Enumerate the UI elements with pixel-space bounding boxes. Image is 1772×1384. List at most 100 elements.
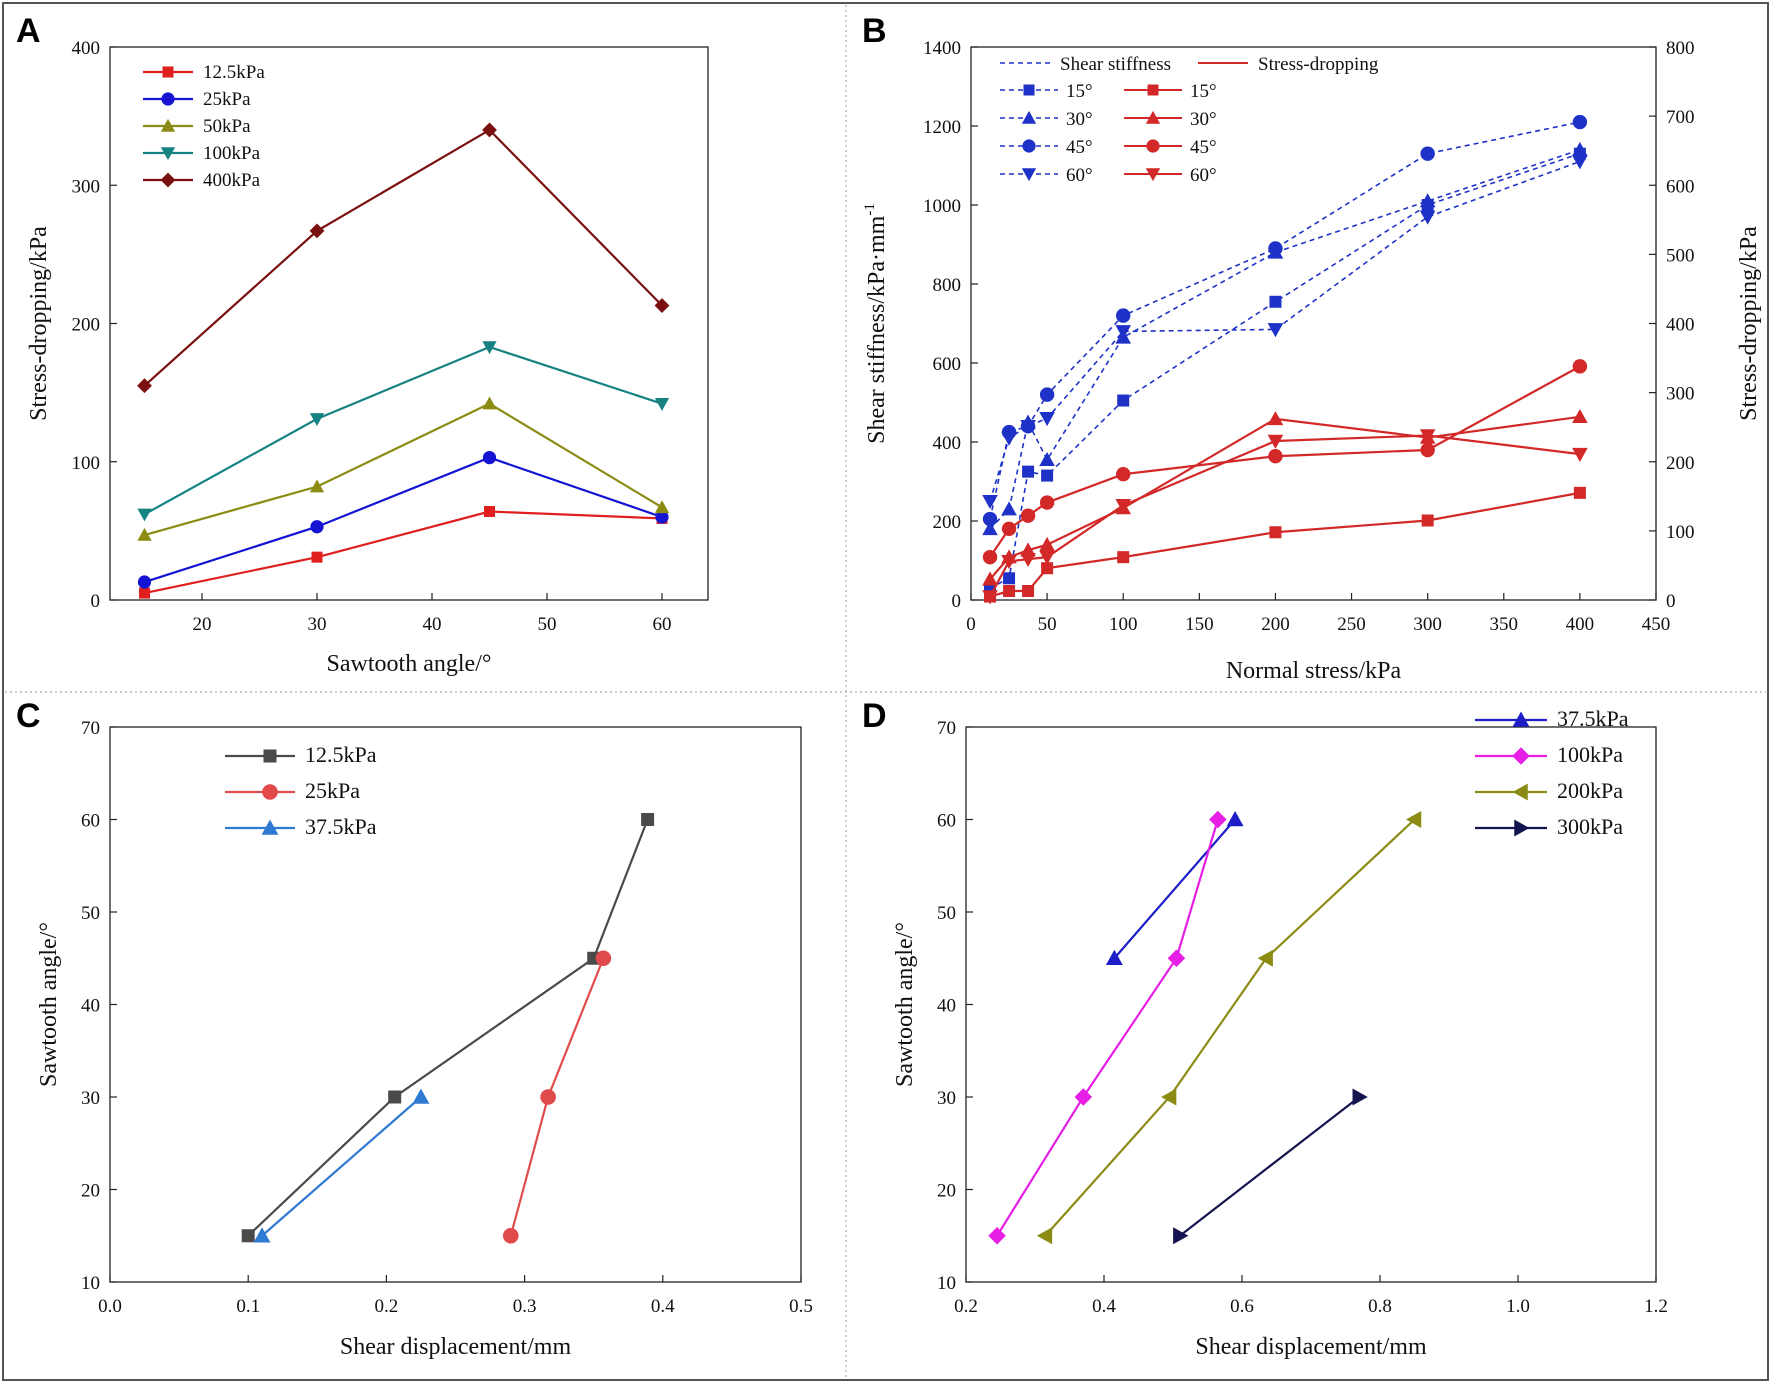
- legend-label: 100kPa: [1557, 742, 1623, 767]
- data-point: [982, 590, 998, 605]
- legend-label: 100kPa: [203, 143, 261, 164]
- legend-marker: [1022, 139, 1036, 153]
- legend-marker: [1021, 110, 1037, 124]
- panel-letter: A: [16, 12, 41, 50]
- legend-marker: [1514, 819, 1530, 837]
- x-axis-title: Sawtooth angle/°: [327, 651, 492, 677]
- series-line-25kPa: [144, 456, 663, 584]
- legend-marker: [160, 147, 176, 161]
- data-point: [982, 549, 998, 565]
- y2-tick-label: 500: [1666, 245, 1695, 266]
- data-point: [1161, 1088, 1177, 1106]
- panel-b: B0 50 100 150 200 250 300 350 400 450020040060080…: [862, 12, 1762, 684]
- y-tick-label: 40: [81, 996, 100, 1017]
- data-point: [1020, 508, 1036, 523]
- data-point: [482, 396, 497, 410]
- series-line-12.5kPa: [247, 819, 649, 1237]
- legend-label: 37.5kPa: [305, 814, 377, 839]
- data-point: [1419, 429, 1436, 444]
- data-point: [1572, 141, 1588, 156]
- data-point: [1572, 447, 1588, 462]
- series-line-100kPa: [996, 819, 1219, 1237]
- x-tick-label: 50: [538, 614, 557, 635]
- y2-tick-label: 200: [1666, 453, 1695, 474]
- data-point: [241, 1229, 255, 1243]
- y-tick-label: 600: [933, 354, 962, 375]
- data-point: [595, 950, 612, 967]
- series-line-200kPa: [1044, 818, 1416, 1237]
- x-tick-label: 0.4: [651, 1296, 675, 1317]
- data-point: [1039, 536, 1055, 551]
- x-tick-label: 0.2: [375, 1296, 399, 1317]
- x-tick-label: 150: [1185, 614, 1214, 635]
- data-point: [482, 341, 497, 355]
- x-tick-label: 100: [1109, 614, 1138, 635]
- data-point: [1020, 419, 1036, 434]
- legend-label: 12.5kPa: [203, 62, 265, 83]
- y-axis-ticks: 10 20 30 40 50 60 70: [937, 718, 973, 1294]
- x-tick-label: 300: [1413, 614, 1442, 635]
- data-point: [1117, 394, 1130, 407]
- x-tick-label: 0.0: [98, 1296, 122, 1317]
- data-point: [1269, 295, 1282, 308]
- y-tick-label: 400: [72, 38, 101, 59]
- data-point: [655, 510, 669, 524]
- data-point: [137, 575, 152, 589]
- y2-tick-label: 100: [1666, 522, 1695, 543]
- data-point: [1036, 1227, 1053, 1245]
- data-point: [1041, 469, 1054, 482]
- legend-label: 60°: [1190, 165, 1217, 186]
- y2-axis-ticks: 0 100 200 300 400 500 600 700 800: [1649, 38, 1695, 612]
- data-point: [137, 378, 152, 394]
- x-tick-label: 400: [1566, 614, 1595, 635]
- data-point: [1572, 409, 1588, 424]
- y-axis-title: Stress-dropping/kPa: [26, 226, 52, 421]
- data-point: [1167, 949, 1186, 968]
- data-point: [1003, 572, 1016, 585]
- series-line-30°: [989, 148, 1581, 530]
- legend-label: 12.5kPa: [305, 742, 377, 767]
- data-point: [654, 397, 670, 411]
- y-tick-label: 0: [952, 591, 962, 612]
- x-tick-label: 450: [1642, 614, 1671, 635]
- y-axis-ticks: 10 20 30 40 50 60 70: [81, 718, 117, 1294]
- x-tick-label: 250: [1337, 614, 1366, 635]
- data-point: [137, 508, 152, 522]
- y-tick-label: 30: [81, 1088, 100, 1109]
- panel-letter: C: [16, 697, 41, 735]
- legend: 12.5kPa 25kPa 37.5kPa: [225, 742, 377, 839]
- data-point: [1209, 810, 1227, 829]
- x-tick-label: 1.2: [1644, 1296, 1668, 1317]
- data-point: [1116, 308, 1131, 323]
- data-point: [1039, 550, 1055, 565]
- legend-marker: [1145, 110, 1161, 124]
- y-tick-label: 300: [72, 176, 101, 197]
- data-point: [1020, 542, 1036, 557]
- y-tick-label: 800: [933, 275, 962, 296]
- legend-marker: [160, 118, 176, 132]
- x-tick-label: 0.3: [513, 1296, 537, 1317]
- y-axis-title: Sawtooth angle/°: [36, 922, 62, 1087]
- panel-letter: B: [862, 12, 887, 50]
- y-tick-label: 200: [933, 512, 962, 533]
- data-point: [1267, 323, 1284, 338]
- x-tick-label: 0.2: [954, 1296, 978, 1317]
- x-axis-title: Normal stress/kPa: [1226, 658, 1402, 684]
- data-point: [1267, 434, 1284, 449]
- y-axis-title-superscript: -1: [862, 203, 878, 216]
- legend-label: 200kPa: [1557, 778, 1623, 803]
- y-tick-label: 30: [937, 1088, 956, 1109]
- legend-label: 15°: [1190, 81, 1217, 102]
- y-axis-title-main: Sawtooth angle/°: [36, 922, 62, 1087]
- data-point: [482, 451, 497, 465]
- data-point: [1001, 555, 1017, 570]
- panel-d: D 0.2 0.4 0.6 0.8 1.0 1.2 10 20 30 40 50 60 70 Shear d…: [862, 697, 1668, 1360]
- legend-label: 25kPa: [203, 89, 251, 110]
- y-tick-label: 0: [91, 591, 101, 612]
- data-point: [1419, 193, 1436, 208]
- x-tick-label: 1.0: [1506, 1296, 1530, 1317]
- x-tick-label: 60: [653, 614, 672, 635]
- legend-marker: [1145, 168, 1161, 182]
